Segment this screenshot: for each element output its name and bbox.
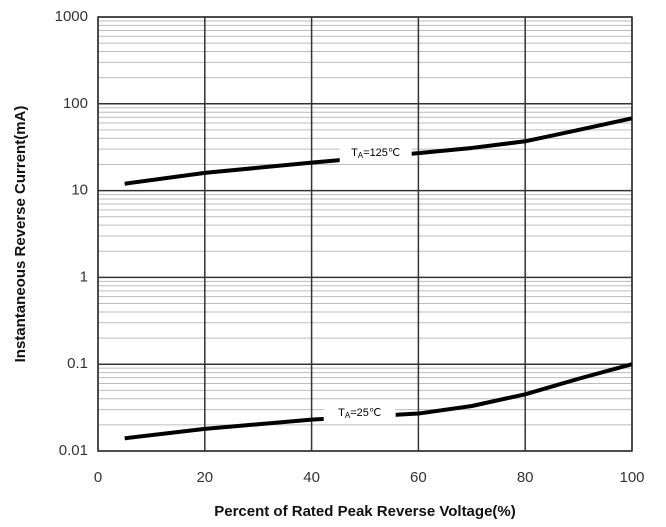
series-line xyxy=(124,116,633,186)
series-line xyxy=(124,362,633,441)
x-tick-label: 60 xyxy=(410,469,427,486)
x-tick-label: 100 xyxy=(619,469,644,486)
x-tick-label: 40 xyxy=(303,469,320,486)
plot-frame xyxy=(97,16,633,452)
x-tick-label: 80 xyxy=(517,469,534,486)
y-tick-label: 1000 xyxy=(55,8,88,25)
y-tick-label: 0.1 xyxy=(67,355,88,372)
series-label: TA=125℃ xyxy=(351,147,400,160)
x-axis-label: Percent of Rated Peak Reverse Voltage(%) xyxy=(214,503,516,520)
y-tick-label: 100 xyxy=(63,95,88,112)
y-tick-label: 10 xyxy=(71,182,88,199)
x-tick-label: 20 xyxy=(196,469,213,486)
series-label: TA=25℃ xyxy=(338,407,381,420)
y-tick-label: 0.01 xyxy=(59,442,88,459)
x-tick-label: 0 xyxy=(94,469,102,486)
y-tick-label: 1 xyxy=(80,268,88,285)
y-axis-label: Instantaneous Reverse Current(mA) xyxy=(12,106,29,363)
label-box xyxy=(339,142,412,163)
label-box xyxy=(323,402,396,423)
